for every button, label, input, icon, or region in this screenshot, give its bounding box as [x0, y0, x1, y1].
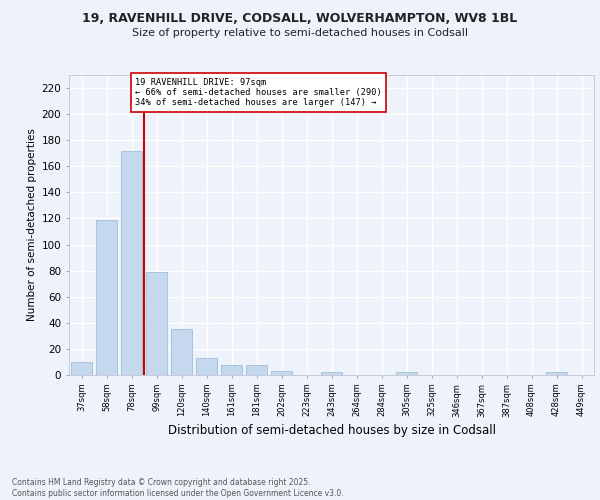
- Bar: [96, 220, 117, 375]
- Bar: [271, 371, 292, 375]
- Text: Contains HM Land Registry data © Crown copyright and database right 2025.
Contai: Contains HM Land Registry data © Crown c…: [12, 478, 344, 498]
- Bar: [396, 372, 417, 375]
- Text: 19, RAVENHILL DRIVE, CODSALL, WOLVERHAMPTON, WV8 1BL: 19, RAVENHILL DRIVE, CODSALL, WOLVERHAMP…: [82, 12, 518, 26]
- Bar: [246, 364, 267, 375]
- X-axis label: Distribution of semi-detached houses by size in Codsall: Distribution of semi-detached houses by …: [167, 424, 496, 436]
- Bar: [546, 372, 567, 375]
- Bar: [146, 272, 167, 375]
- Bar: [221, 364, 242, 375]
- Text: Size of property relative to semi-detached houses in Codsall: Size of property relative to semi-detach…: [132, 28, 468, 38]
- Bar: [71, 362, 92, 375]
- Bar: [171, 330, 192, 375]
- Bar: [196, 358, 217, 375]
- Y-axis label: Number of semi-detached properties: Number of semi-detached properties: [28, 128, 37, 322]
- Text: 19 RAVENHILL DRIVE: 97sqm
← 66% of semi-detached houses are smaller (290)
34% of: 19 RAVENHILL DRIVE: 97sqm ← 66% of semi-…: [135, 78, 382, 108]
- Bar: [121, 150, 142, 375]
- Bar: [321, 372, 342, 375]
